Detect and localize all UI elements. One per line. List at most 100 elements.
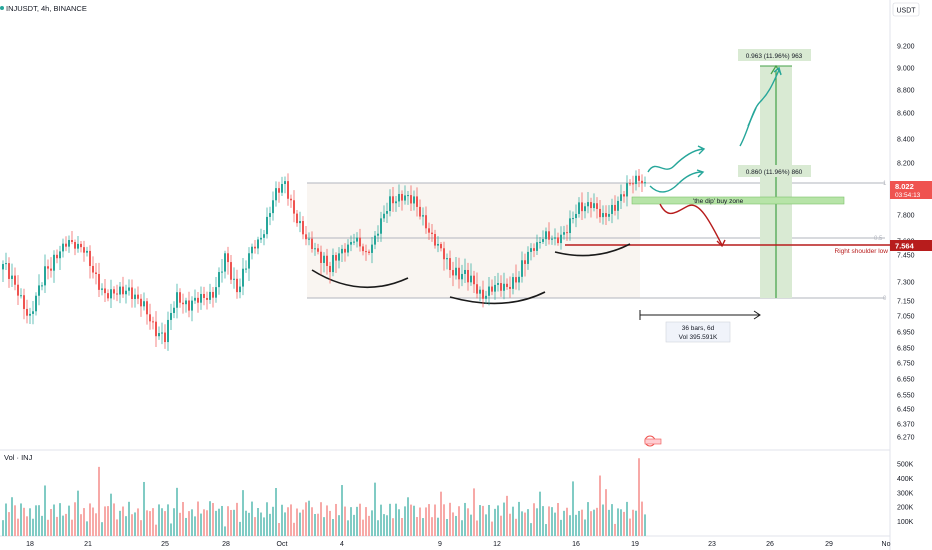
candle-body: [35, 295, 37, 312]
candle-body: [347, 244, 349, 253]
volume-bar: [113, 503, 115, 536]
time-tick-label: No: [882, 541, 891, 548]
candle-body: [518, 276, 520, 283]
candle-body: [275, 188, 277, 201]
volume-bar: [17, 518, 19, 536]
candle-body: [446, 258, 448, 260]
candle-body: [377, 233, 379, 236]
volume-bar: [188, 511, 190, 536]
candle-body: [149, 314, 151, 322]
last-price-tag[interactable]: [890, 181, 932, 199]
candle-body: [356, 237, 358, 242]
candle-body: [326, 255, 328, 266]
volume-bar: [20, 503, 22, 536]
candle-body: [230, 262, 232, 280]
candle-body: [410, 195, 412, 204]
candle-body: [422, 215, 424, 217]
symbol-title[interactable]: INJUSDT, 4h, BINANCE: [6, 4, 87, 13]
candle-body: [290, 198, 292, 201]
volume-bar: [50, 509, 52, 536]
volume-bar: [116, 519, 118, 536]
volume-bar: [14, 505, 16, 536]
volume-bar: [143, 481, 145, 536]
volume-bar: [509, 513, 511, 536]
candle-body: [272, 200, 274, 214]
candle-body: [362, 246, 364, 252]
target-label-lower: 0.860 (11.96%) 860: [746, 169, 803, 176]
volume-bar: [494, 508, 496, 536]
volume-bar: [380, 504, 382, 536]
volume-bar: [482, 505, 484, 536]
volume-bar: [587, 502, 589, 536]
right-shoulder-low-tag[interactable]: [890, 240, 932, 251]
bar-countdown: 03:54:13: [895, 192, 921, 199]
volume-bar: [68, 505, 70, 536]
candle-body: [191, 300, 193, 311]
candle-body: [248, 253, 250, 269]
candle-body: [452, 270, 454, 276]
candle-body: [560, 234, 562, 244]
time-tick-label: 16: [572, 541, 580, 548]
volume-bar: [74, 502, 76, 536]
volume-bar: [122, 506, 124, 536]
volume-bar: [104, 506, 106, 536]
volume-bar: [203, 509, 205, 536]
candle-body: [293, 200, 295, 214]
volume-bar: [311, 507, 313, 536]
volume-bar: [146, 510, 148, 536]
volume-bar: [533, 503, 535, 536]
candle-body: [281, 184, 283, 193]
candle-body: [209, 291, 211, 300]
candle-body: [233, 278, 235, 280]
volume-bar: [284, 512, 286, 536]
volume-bar: [332, 519, 334, 536]
price-tick-label: 7.300: [897, 280, 915, 287]
volume-bar: [602, 504, 604, 536]
volume-bar: [344, 506, 346, 536]
volume-bar: [149, 511, 151, 536]
volume-bar: [293, 522, 295, 536]
volume-pane-label[interactable]: Vol · INJ: [4, 453, 33, 462]
candle-body: [257, 239, 259, 249]
candle-body: [434, 234, 436, 246]
candle-body: [8, 263, 10, 279]
candle-body: [65, 243, 67, 247]
time-axis[interactable]: 18 21 25 28 Oct 4 9 12 16 19 23 26 29 No: [26, 541, 890, 548]
volume-bar: [11, 497, 13, 536]
time-tick-label: 9: [438, 541, 442, 548]
candle-body: [500, 283, 502, 291]
volume-bar: [488, 504, 490, 536]
currency-label[interactable]: USDT: [896, 8, 916, 15]
volume-bar: [131, 514, 133, 536]
volume-bar: [170, 523, 172, 536]
candle-body: [578, 202, 580, 214]
volume-bars-layer: [2, 458, 646, 536]
volume-bar: [467, 508, 469, 536]
candle-body: [53, 254, 55, 271]
volume-bar: [422, 518, 424, 536]
candle-body: [20, 295, 22, 297]
price-tick-label: 8.400: [897, 137, 915, 144]
candle-body: [245, 268, 247, 270]
candle-body: [101, 288, 103, 290]
volume-bar: [500, 515, 502, 536]
volume-bar: [23, 507, 25, 536]
volume-bar: [323, 517, 325, 536]
candle-body: [266, 216, 268, 235]
candle-body: [509, 286, 511, 289]
volume-bar: [479, 505, 481, 536]
volume-bar: [644, 514, 646, 536]
volume-bar: [101, 522, 103, 536]
candle-body: [56, 254, 58, 259]
volume-bar: [86, 521, 88, 536]
volume-bar: [566, 507, 568, 536]
volume-bar: [560, 519, 562, 536]
price-tick-label: 6.550: [897, 393, 915, 400]
volume-bar: [404, 506, 406, 536]
candle-body: [320, 251, 322, 263]
candle-body: [563, 232, 565, 235]
volume-bar: [536, 508, 538, 536]
candle-body: [566, 232, 568, 234]
candle-body: [29, 313, 31, 316]
